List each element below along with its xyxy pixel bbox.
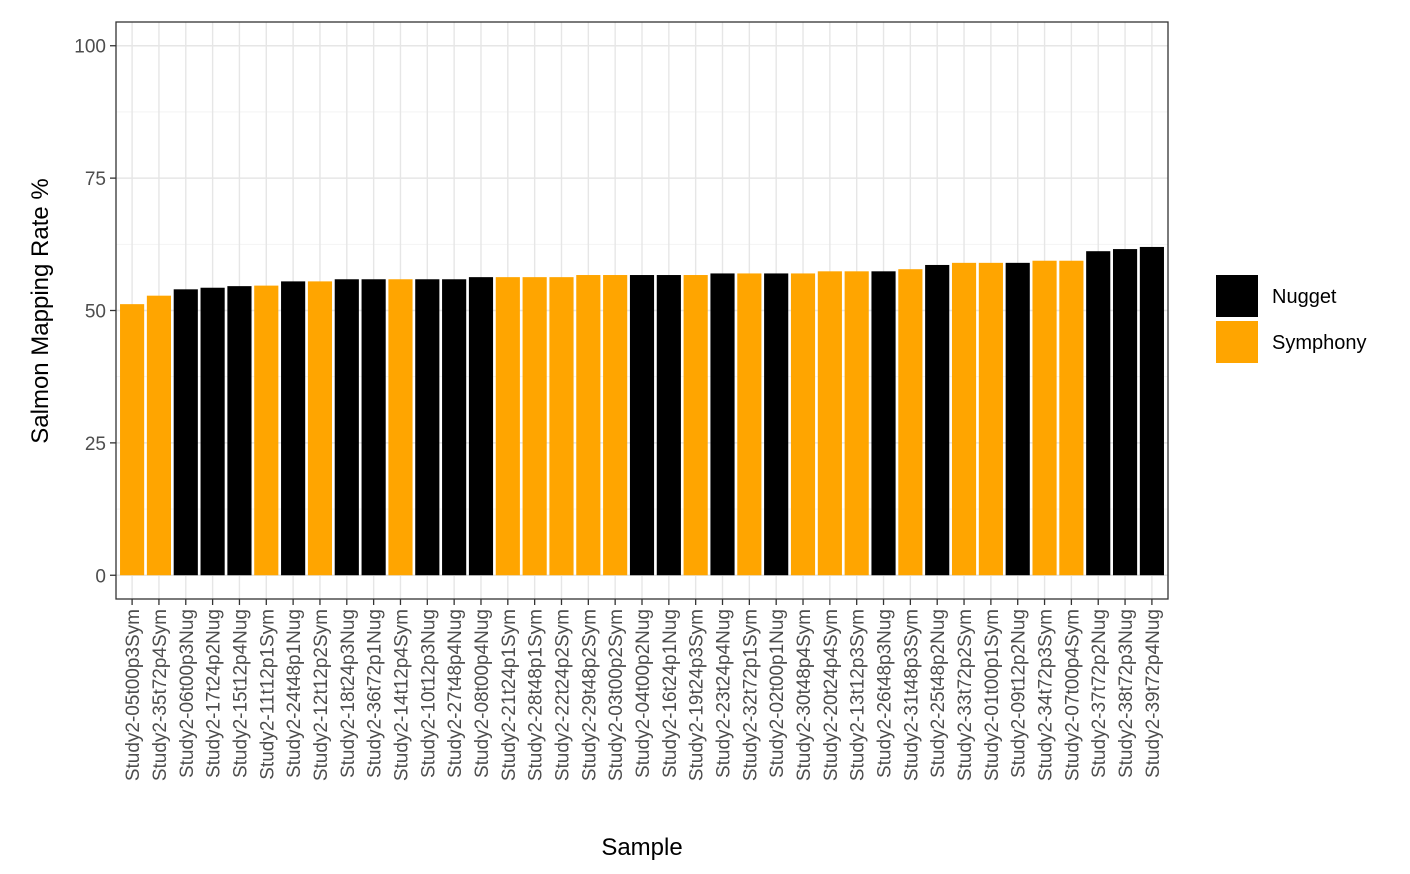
bar [227, 286, 252, 576]
x-axis: Study2-05t00p3Sym Study2-35t72p4Sym Study2… [123, 599, 1164, 781]
x-axis-title: Sample [601, 834, 682, 861]
y-tick-label: 0 [95, 566, 106, 587]
x-tick-label: Study2-06t00p3Nug [177, 609, 198, 778]
bar [898, 269, 923, 576]
x-tick-label: Study2-25t48p2Nug [928, 609, 949, 778]
bar [683, 275, 708, 576]
x-tick-label: Study2-33t72p2Sym [955, 609, 976, 781]
x-tick-label: Study2-38t72p3Nug [1116, 609, 1137, 778]
x-tick-label: Study2-19t24p3Sym [687, 609, 708, 781]
bar [254, 285, 279, 576]
bar [790, 273, 816, 576]
legend-label-nugget: Nugget [1272, 286, 1337, 308]
x-tick-label: Study2-01t00p1Sym [982, 609, 1003, 781]
x-tick-label: Study2-29t48p2Sym [579, 609, 600, 781]
x-tick-label: Study2-24t48p1Nug [284, 609, 305, 778]
x-tick-label: Study2-13t12p3Sym [848, 609, 869, 781]
x-tick-label: Study2-08t00p4Nug [472, 609, 493, 778]
y-tick-label: 50 [85, 302, 106, 323]
x-tick-label: Study2-15t12p4Nug [230, 609, 251, 778]
x-tick-label: Study2-23t24p4Nug [714, 609, 735, 778]
x-tick-label: Study2-31t48p3Sym [901, 609, 922, 781]
bar [200, 287, 225, 576]
x-tick-label: Study2-12t12p2Sym [311, 609, 332, 781]
bar [388, 279, 413, 576]
x-tick-label: Study2-17t24p2Nug [204, 609, 225, 778]
bars [120, 246, 1164, 576]
legend-label-symphony: Symphony [1272, 332, 1367, 354]
y-tick-label: 25 [85, 434, 106, 455]
bar [1005, 262, 1030, 576]
bar [281, 281, 306, 576]
x-tick-label: Study2-34t72p3Sym [1036, 609, 1057, 781]
x-tick-label: Study2-05t00p3Sym [123, 609, 144, 781]
y-axis: 0 25 50 75 100 [74, 37, 116, 587]
bar [361, 279, 386, 576]
bar [1032, 260, 1057, 576]
x-tick-label: Study2-10t12p3Nug [418, 609, 439, 778]
legend: Nugget Symphony [1216, 275, 1367, 363]
bar [120, 304, 145, 576]
x-tick-label: Study2-32t72p1Sym [740, 609, 761, 781]
bar [737, 273, 762, 576]
bar [307, 281, 333, 576]
x-tick-label: Study2-20t24p4Sym [821, 609, 842, 781]
x-tick-label: Study2-37t72p2Nug [1089, 609, 1110, 778]
bar [710, 273, 735, 576]
x-tick-label: Study2-07t00p4Sym [1062, 609, 1083, 781]
bar [334, 279, 359, 576]
bar [844, 271, 869, 576]
x-tick-label: Study2-22t24p2Sym [552, 609, 573, 781]
x-tick-label: Study2-09t12p2Nug [1009, 609, 1030, 778]
bar [146, 295, 172, 576]
bar [951, 262, 977, 576]
x-tick-label: Study2-27t48p4Nug [445, 609, 466, 778]
x-tick-label: Study2-21t24p1Sym [499, 609, 520, 781]
x-tick-label: Study2-28t48p1Sym [526, 609, 547, 781]
bar [871, 271, 896, 576]
bar [1086, 251, 1111, 576]
x-tick-label: Study2-03t00p2Sym [606, 609, 627, 781]
x-tick-label: Study2-30t48p4Sym [794, 609, 815, 781]
bar [173, 289, 198, 576]
bar [415, 279, 440, 576]
bar [522, 277, 547, 576]
x-tick-label: Study2-16t24p1Nug [660, 609, 681, 778]
legend-key-nugget [1216, 275, 1258, 317]
bar [576, 275, 601, 576]
bar [442, 279, 467, 576]
bar [978, 262, 1003, 576]
bar [549, 277, 574, 576]
x-tick-label: Study2-36t72p1Nug [365, 609, 386, 778]
y-axis-title: Salmon Mapping Rate % [27, 178, 54, 443]
bar [656, 275, 681, 576]
bar [925, 264, 950, 576]
bar [603, 275, 628, 576]
x-tick-label: Study2-26t48p3Nug [875, 609, 896, 778]
x-tick-label: Study2-35t72p4Sym [150, 609, 171, 781]
bar [629, 275, 655, 576]
legend-key-symphony [1216, 321, 1258, 363]
bar [495, 277, 520, 576]
x-tick-label: Study2-14t12p4Sym [391, 609, 412, 781]
y-tick-label: 75 [85, 169, 106, 190]
x-tick-label: Study2-18t24p3Nug [338, 609, 359, 778]
x-tick-label: Study2-39t72p4Nug [1143, 609, 1164, 778]
bar [1139, 246, 1164, 576]
x-tick-label: Study2-02t00p1Nug [767, 609, 788, 778]
x-tick-label: Study2-11t12p1Sym [257, 609, 278, 780]
bar [764, 273, 789, 576]
x-tick-label: Study2-04t00p2Nug [633, 609, 654, 778]
bar [817, 271, 842, 576]
bar [1059, 260, 1084, 576]
bar [468, 277, 494, 576]
y-tick-label: 100 [74, 37, 106, 58]
bar [1112, 249, 1138, 576]
